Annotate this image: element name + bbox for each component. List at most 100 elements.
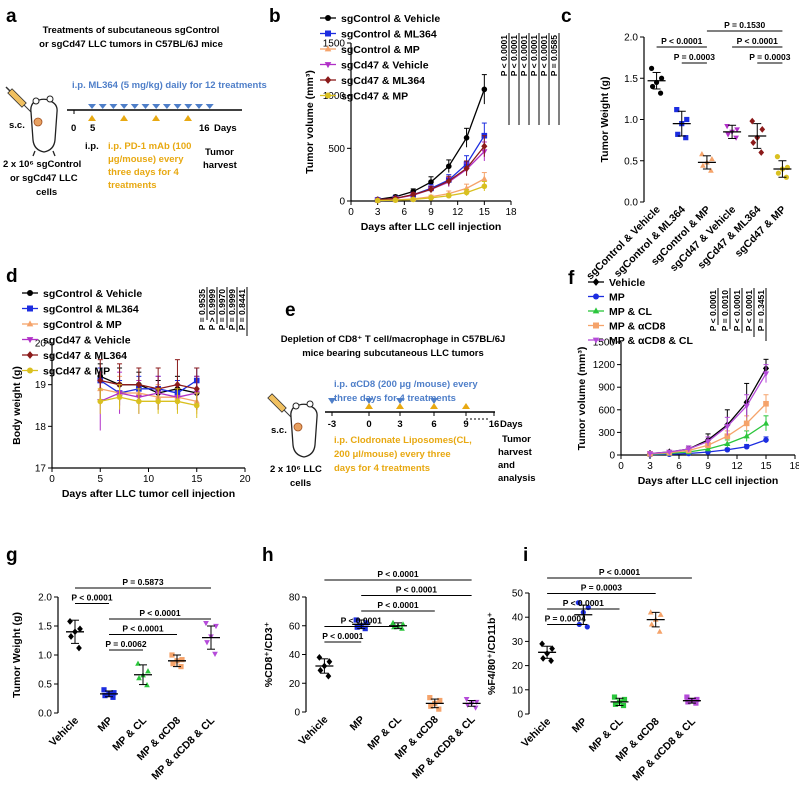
data-point	[763, 400, 769, 407]
data-point	[649, 83, 656, 90]
data-point	[612, 701, 619, 707]
cl-dose-triangle	[396, 403, 404, 409]
y-tick-label: 20	[289, 679, 301, 690]
p-value-label: P < 0.0001	[139, 608, 180, 618]
data-point	[733, 135, 739, 141]
cells-e-line2: cells	[290, 478, 311, 489]
category-label: MP & αCD8 & CL	[149, 714, 217, 782]
pd1-triangles	[88, 115, 192, 121]
legend-marker	[593, 293, 599, 300]
y-axis-label: Tumor Weight (g)	[11, 612, 23, 698]
data-point	[428, 195, 434, 201]
data-point	[374, 197, 381, 204]
days-label-e: Days	[500, 419, 523, 430]
ml364-dose-triangle	[173, 104, 182, 109]
panel-label-i: i	[523, 545, 528, 566]
mouse-icon-e	[290, 400, 318, 458]
data-point	[749, 117, 756, 125]
sc-label: s.c.	[9, 120, 25, 131]
ml364-text: i.p. ML364 (5 mg/kg) daily for 12 treatm…	[72, 80, 267, 91]
legend-label: sgCd47 & ML364	[43, 350, 127, 362]
y-tick-label: 30	[512, 637, 524, 648]
category-label: Vehicle	[519, 716, 553, 750]
p-value-label: P = 0.0003	[581, 583, 622, 593]
p-value-label: P = 0.0003	[674, 52, 715, 62]
data-point	[685, 699, 691, 705]
y-tick-label: 1.0	[624, 115, 638, 126]
ml364-dose-triangle	[88, 104, 96, 109]
data-point	[656, 628, 663, 634]
data-point	[410, 196, 417, 203]
data-point	[743, 443, 750, 450]
y-tick-label: 0	[339, 197, 345, 208]
data-point	[685, 446, 692, 453]
x-tick-label: 10	[143, 474, 155, 485]
cd8-dose-triangle	[430, 398, 438, 404]
data-point	[445, 177, 452, 185]
p-value-label: P = 0.5873	[122, 577, 163, 587]
y-tick-label: 2.0	[624, 33, 638, 44]
timeline-tick-label: 3	[397, 419, 402, 430]
data-point	[174, 398, 181, 405]
data-point	[325, 672, 332, 680]
y-tick-label: 0	[294, 708, 300, 719]
x-tick-label: 18	[789, 461, 799, 472]
data-point	[725, 132, 731, 138]
data-point	[97, 376, 104, 385]
x-tick-label: 15	[191, 474, 203, 485]
y-tick-label: 0	[517, 710, 523, 721]
pd1-dose-triangle	[184, 115, 192, 121]
y-tick-label: 0.5	[38, 680, 52, 691]
data-point	[400, 621, 406, 627]
pd1-line1-prefix: i.p.	[85, 141, 99, 152]
data-point	[463, 189, 470, 196]
legend-label: sgControl & Vehicle	[43, 288, 142, 300]
y-tick-label: 2.0	[38, 593, 52, 604]
data-point	[709, 155, 715, 162]
data-point	[750, 139, 757, 146]
panel-label-d: d	[6, 266, 18, 287]
ml364-dose-triangle	[98, 104, 107, 109]
data-point	[549, 645, 555, 653]
p-value-label: P = 0.1530	[724, 20, 765, 30]
data-point	[481, 175, 488, 182]
timeline-tick-label: 9	[463, 419, 468, 430]
data-point	[145, 668, 151, 674]
harvest-line2: harvest	[203, 160, 238, 171]
p-value-label: P < 0.0001	[341, 616, 382, 626]
p-value-label: P = 0.3451	[756, 290, 766, 331]
y-tick-label: 1000	[323, 91, 346, 102]
p-value-label: P < 0.0001	[737, 36, 778, 46]
data-point	[116, 394, 123, 400]
legend-label: sgCd47 & MP	[341, 91, 408, 103]
x-tick-label: 0	[348, 207, 354, 218]
x-tick-label: 0	[618, 461, 624, 472]
timeline-tick-label: 6	[431, 419, 436, 430]
data-point	[97, 398, 104, 405]
legend-marker	[324, 76, 332, 84]
harvest-e-line4: analysis	[498, 473, 536, 484]
data-point	[783, 174, 790, 180]
data-point	[437, 697, 443, 704]
data-point	[481, 142, 488, 150]
data-point	[763, 437, 769, 443]
legend-label: MP & CL	[609, 306, 653, 318]
y-tick-label: 900	[598, 383, 615, 394]
data-point	[76, 644, 82, 652]
ml364-dose-triangle	[120, 104, 129, 109]
data-point	[136, 675, 142, 681]
legend-marker	[592, 307, 600, 314]
data-point	[775, 170, 782, 176]
data-point	[762, 371, 770, 377]
data-point	[674, 107, 680, 113]
legend-label: sgControl & ML364	[43, 304, 139, 316]
y-tick-label: 1500	[593, 338, 616, 349]
data-point	[204, 640, 210, 646]
chart-f-tumor-volume: 0 3 6 9 12 15 18 0 300 600 900 1200 1500 Days after L…	[576, 277, 799, 487]
data-point	[646, 451, 654, 457]
cd8-dose-triangle	[328, 398, 336, 404]
data-point	[428, 179, 434, 185]
legend-marker	[26, 337, 34, 344]
